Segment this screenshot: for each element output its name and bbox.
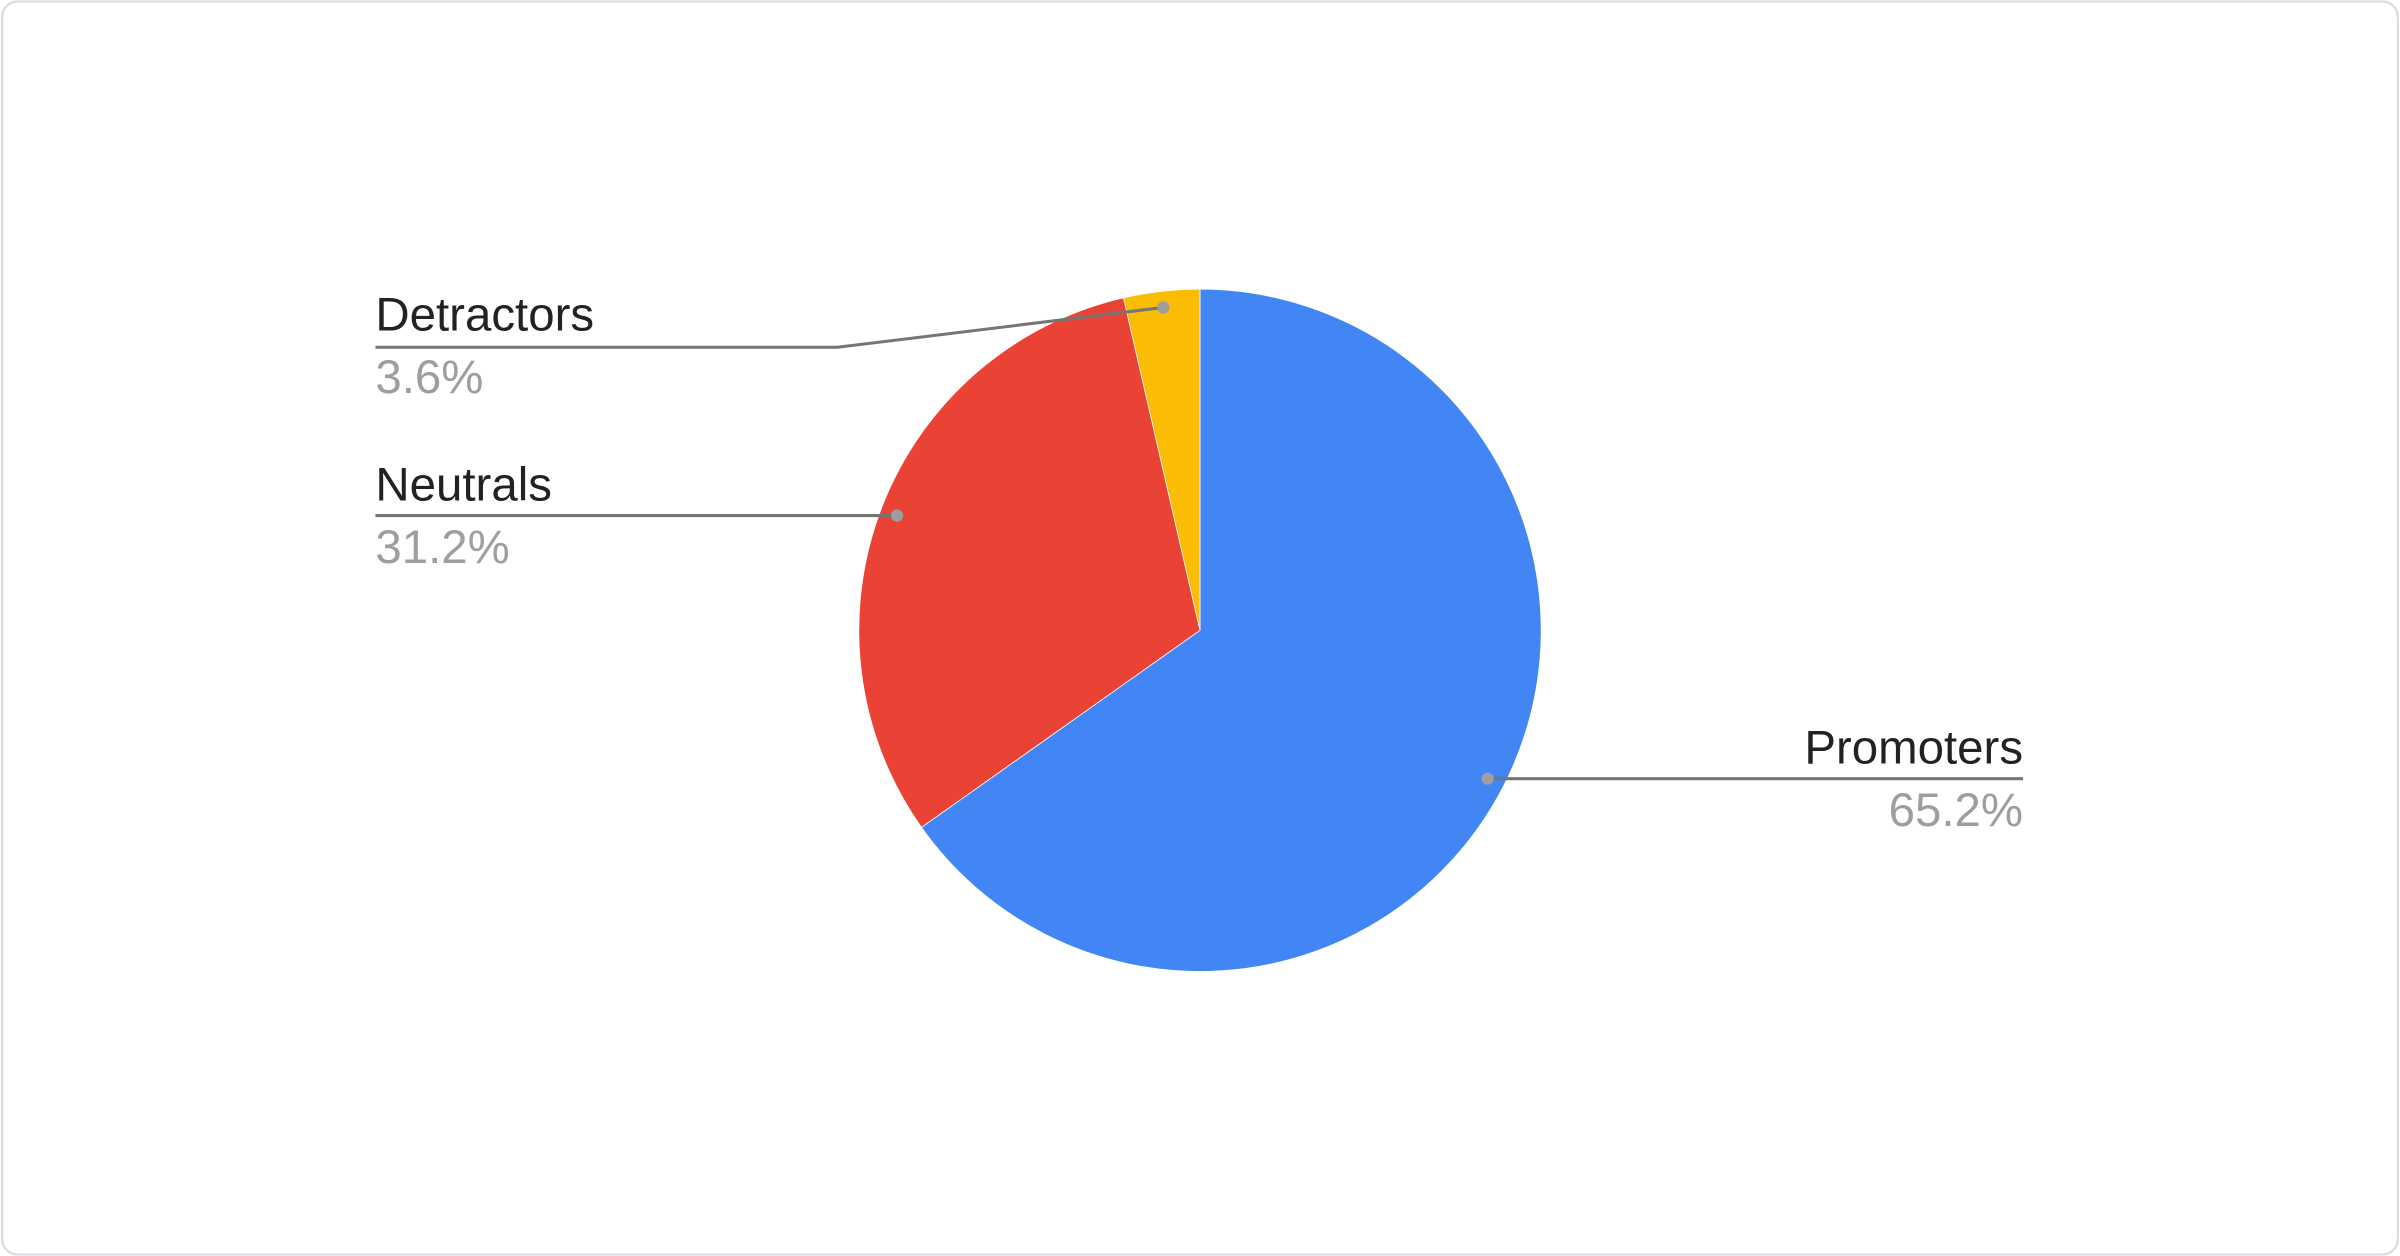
data-label-promoters: Promoters 65.2% [1481, 721, 2023, 837]
label-detractors: Detractors [375, 288, 594, 341]
pie [858, 288, 1542, 972]
value-neutrals: 31.2% [375, 521, 509, 574]
leader-dot-neutrals [890, 509, 904, 522]
value-detractors: 3.6% [375, 351, 483, 404]
pie-slice-detractors [1123, 288, 1201, 631]
leader-dot-detractors [1157, 301, 1170, 314]
data-label-detractors: Detractors 3.6% [375, 288, 1170, 404]
label-promoters: Promoters [1804, 721, 2023, 774]
leader-line-detractors [375, 305, 1164, 349]
label-neutrals: Neutrals [375, 458, 552, 511]
data-label-neutrals: Neutrals 31.2% [375, 458, 904, 574]
pie-slice-neutrals [858, 297, 1201, 828]
value-promoters: 65.2% [1889, 784, 2023, 837]
pie-slice-promoters [920, 288, 1542, 972]
leader-dot-promoters [1481, 772, 1494, 785]
